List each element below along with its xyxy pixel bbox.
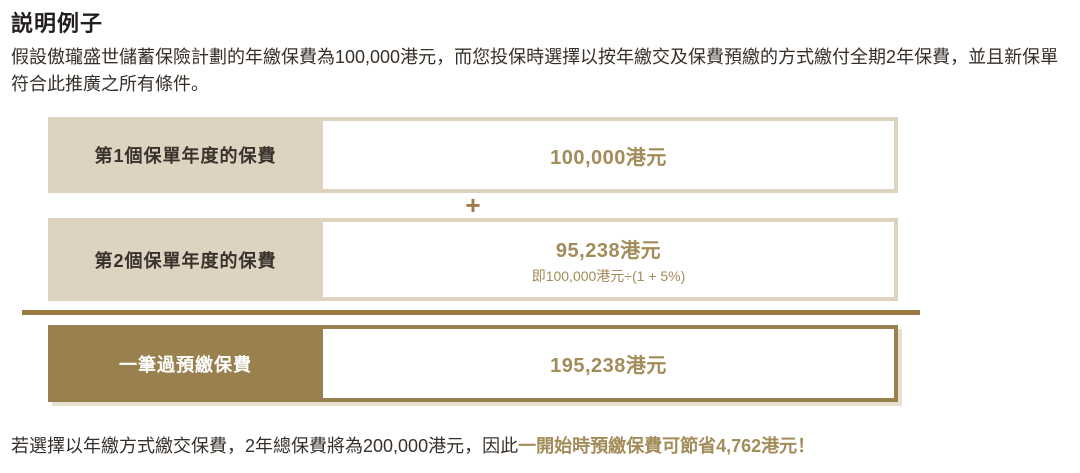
row-year2-label: 第2個保單年度的保費 [94, 250, 277, 271]
row-year2-formula-note: 即100,000港元÷(1 + 5%) [531, 267, 686, 284]
row-total-label: 一筆過預繳保費 [119, 354, 252, 375]
row-total-value: 195,238港元 [550, 355, 667, 377]
premium-row-year2: 第2個保單年度的保費 95,238港元 即100,000港元÷(1 + 5%) [48, 218, 898, 301]
plus-operator: + [465, 190, 481, 220]
premium-row-total: 一筆過預繳保費 195,238港元 [48, 325, 898, 402]
equals-divider-line [22, 310, 920, 315]
row-year1-value: 100,000港元 [550, 146, 667, 169]
premium-row-year1: 第1個保單年度的保費 100,000港元 [48, 117, 898, 193]
row-year2-value: 95,238港元 [555, 239, 662, 262]
intro-paragraph: 假設傲瓏盛世儲蓄保險計劃的年繳保費為100,000港元，而您投保時選擇以按年繳交… [11, 47, 1059, 94]
row-year1-value-cell: 100,000港元 [323, 121, 894, 189]
row-total-value-cell: 195,238港元 [323, 329, 894, 398]
row-year1-label: 第1個保單年度的保費 [94, 146, 277, 166]
row-year2-value-cell: 95,238港元 即100,000港元÷(1 + 5%) [323, 222, 894, 297]
page-title: 説明例子 [11, 11, 104, 36]
footer-text-normal: 若選擇以年繳方式繳交保費，2年總保費將為200,000港元，因此 [11, 436, 519, 456]
footer-text-highlight: 一開始時預繳保費可節省4,762港元！ [518, 436, 816, 456]
footer-paragraph: 若選擇以年繳方式繳交保費，2年總保費將為200,000港元，因此一開始時預繳保費… [11, 433, 1076, 460]
